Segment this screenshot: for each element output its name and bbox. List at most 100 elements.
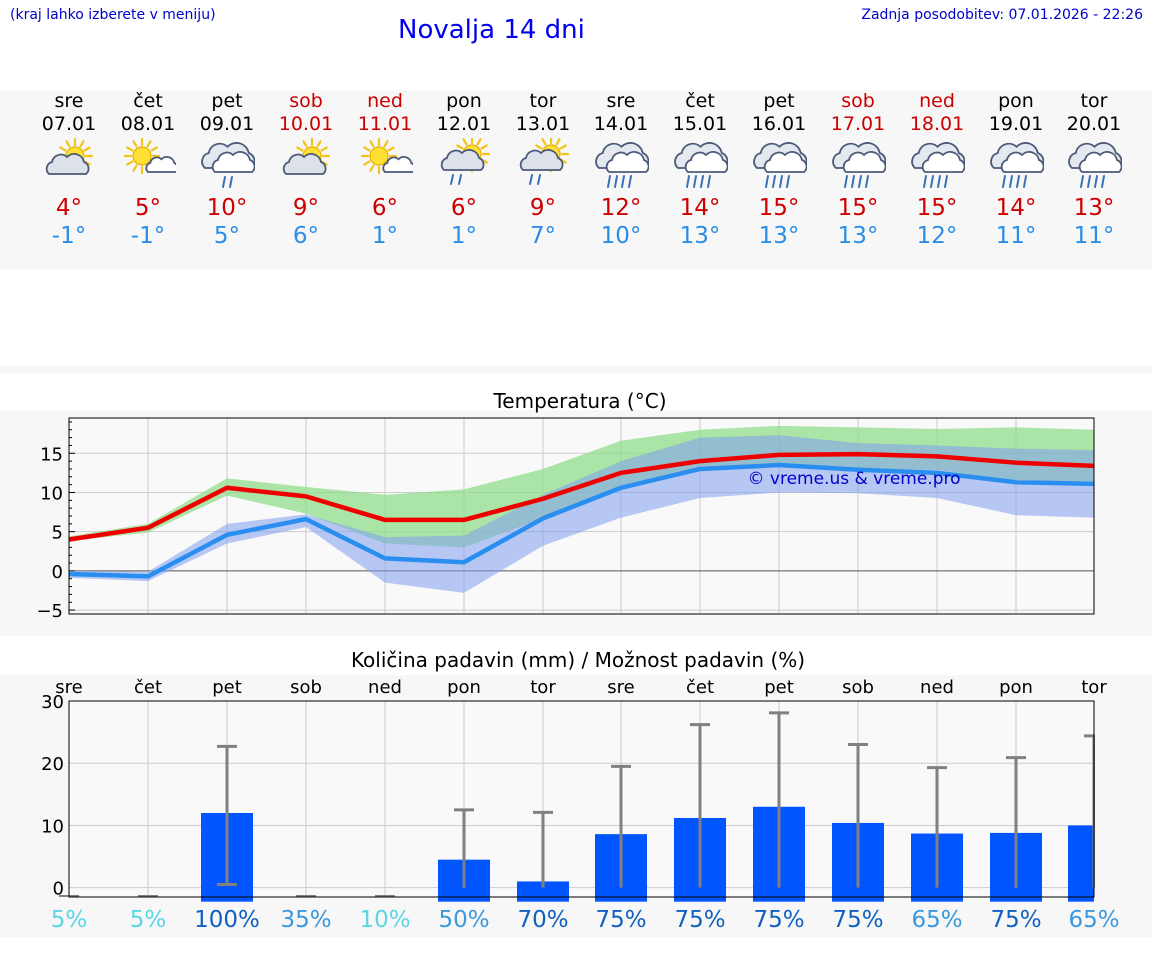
- x-tick-label: pet: [764, 677, 794, 698]
- max-temp: 6°: [450, 195, 478, 221]
- y-tick-label: 20: [41, 754, 64, 775]
- day-name: ned: [919, 90, 955, 112]
- min-temp: -1°: [130, 223, 166, 249]
- y-tick-label: 10: [40, 483, 63, 504]
- day-name: pet: [211, 90, 243, 112]
- day-name: tor: [1080, 90, 1108, 112]
- day-column: sob 17.01 15° 13°: [818, 90, 898, 250]
- cloud-heavy-rain-icon: [753, 142, 807, 188]
- probability-label: 50%: [438, 907, 489, 933]
- x-tick-label: sob: [290, 677, 322, 698]
- day-name: sre: [606, 90, 636, 112]
- max-temp: 9°: [529, 195, 557, 221]
- max-temp: 14°: [995, 195, 1037, 221]
- cloud-heavy-rain-icon: [1068, 142, 1122, 188]
- probability-label: 65%: [911, 907, 962, 933]
- day-name: sob: [841, 90, 875, 112]
- min-temp-line: [68, 462, 1095, 579]
- x-tick-label: sre: [607, 677, 634, 698]
- day-name: sre: [54, 90, 84, 112]
- day-column: ned 11.01 6° 1°: [345, 90, 425, 250]
- min-range-band: [69, 435, 1094, 593]
- sun-small-cloud-icon: [123, 138, 176, 175]
- day-date: 14.01: [593, 113, 649, 135]
- x-tick-label: tor: [530, 677, 556, 698]
- page-title: Novalja 14 dni: [398, 15, 585, 45]
- temperature-chart: Temperatura (°C) −5 0 5 10 15 © vreme.us & vre…: [0, 389, 1152, 636]
- day-column: pet 16.01 15° 13°: [739, 90, 819, 250]
- max-temp: 14°: [679, 195, 721, 221]
- day-column: sre 14.01 12° 10°: [581, 90, 661, 250]
- cloud-rain-icon: [201, 142, 255, 188]
- x-tick-label: pon: [999, 677, 1033, 698]
- x-tick-label: ned: [920, 677, 954, 698]
- y-tick-label: 15: [40, 444, 63, 465]
- min-temp: 7°: [529, 223, 557, 249]
- day-name: pon: [446, 90, 482, 112]
- day-date: 07.01: [41, 113, 97, 135]
- day-name: pon: [998, 90, 1034, 112]
- min-temp: 1°: [450, 223, 478, 249]
- max-temp: 10°: [206, 195, 248, 221]
- day-date: 09.01: [199, 113, 255, 135]
- day-date: 19.01: [988, 113, 1044, 135]
- day-column: čet 08.01 5° -1°: [108, 90, 188, 250]
- y-tick-label: −5: [36, 601, 63, 622]
- day-column: tor 13.01 9° 7°: [503, 90, 583, 250]
- right-margin: [1095, 701, 1152, 899]
- max-temp: 15°: [916, 195, 958, 221]
- day-date: 15.01: [672, 113, 728, 135]
- cloud-heavy-rain-icon: [595, 142, 649, 188]
- day-date: 18.01: [909, 113, 965, 135]
- day-column: pon 12.01 6° 1°: [424, 90, 504, 250]
- sun-cloud-icon: [282, 138, 331, 175]
- sun-cloud-rain-icon: [440, 138, 491, 185]
- cloud-heavy-rain-icon: [990, 142, 1044, 188]
- day-date: 16.01: [751, 113, 807, 135]
- day-column: tor 20.01 13° 11°: [1054, 90, 1134, 250]
- probability-label: 10%: [359, 907, 410, 933]
- day-date: 17.01: [830, 113, 886, 135]
- x-tick-label: sob: [842, 677, 874, 698]
- watermark: © vreme.us & vreme.pro: [747, 469, 960, 489]
- probability-label: 75%: [990, 907, 1041, 933]
- max-temp: 5°: [134, 195, 162, 221]
- min-temp: 10°: [600, 223, 642, 249]
- temp-chart-title: Temperatura (°C): [492, 389, 666, 413]
- precip-bar: [1068, 825, 1094, 902]
- min-temp: 11°: [1073, 223, 1115, 249]
- day-date: 08.01: [120, 113, 176, 135]
- sun-cloud-icon: [45, 138, 94, 175]
- min-temp: 12°: [916, 223, 958, 249]
- day-column: sre 07.01 4° -1°: [29, 90, 109, 250]
- sun-cloud-rain-icon: [519, 138, 570, 185]
- day-date: 13.01: [515, 113, 571, 135]
- probability-label: 100%: [194, 907, 260, 933]
- precip-chart-title: Količina padavin (mm) / Možnost padavin …: [351, 648, 805, 672]
- probability-label: 75%: [595, 907, 646, 933]
- cloud-heavy-rain-icon: [911, 142, 965, 188]
- min-temp: 1°: [371, 223, 399, 249]
- probability-label: 75%: [753, 907, 804, 933]
- day-name: ned: [367, 90, 403, 112]
- y-tick-label: 10: [41, 816, 64, 837]
- location-menu-hint[interactable]: (kraj lahko izberete v meniju): [10, 7, 216, 23]
- day-column: pon 19.01 14° 11°: [976, 90, 1056, 250]
- day-date: 10.01: [278, 113, 334, 135]
- probability-label: 5%: [51, 907, 88, 933]
- separator-band: [0, 366, 1152, 374]
- max-temp: 12°: [600, 195, 642, 221]
- cloud-heavy-rain-icon: [832, 142, 886, 188]
- max-temp: 15°: [758, 195, 800, 221]
- day-name: čet: [133, 90, 163, 112]
- min-temp: 6°: [292, 223, 320, 249]
- last-updated: Zadnja posodobitev: 07.01.2026 - 22:26: [861, 7, 1143, 23]
- min-temp: 13°: [758, 223, 800, 249]
- x-tick-label: čet: [686, 677, 714, 698]
- day-column: pet 09.01 10° 5°: [187, 90, 267, 250]
- x-tick-label: pon: [447, 677, 481, 698]
- daily-forecast-strip: sre 07.01 4° -1° čet 08.01 5° -1° pet 09.01 10° 5° s…: [0, 90, 1152, 270]
- max-temp: 15°: [837, 195, 879, 221]
- min-temp: 11°: [995, 223, 1037, 249]
- day-name: čet: [685, 90, 715, 112]
